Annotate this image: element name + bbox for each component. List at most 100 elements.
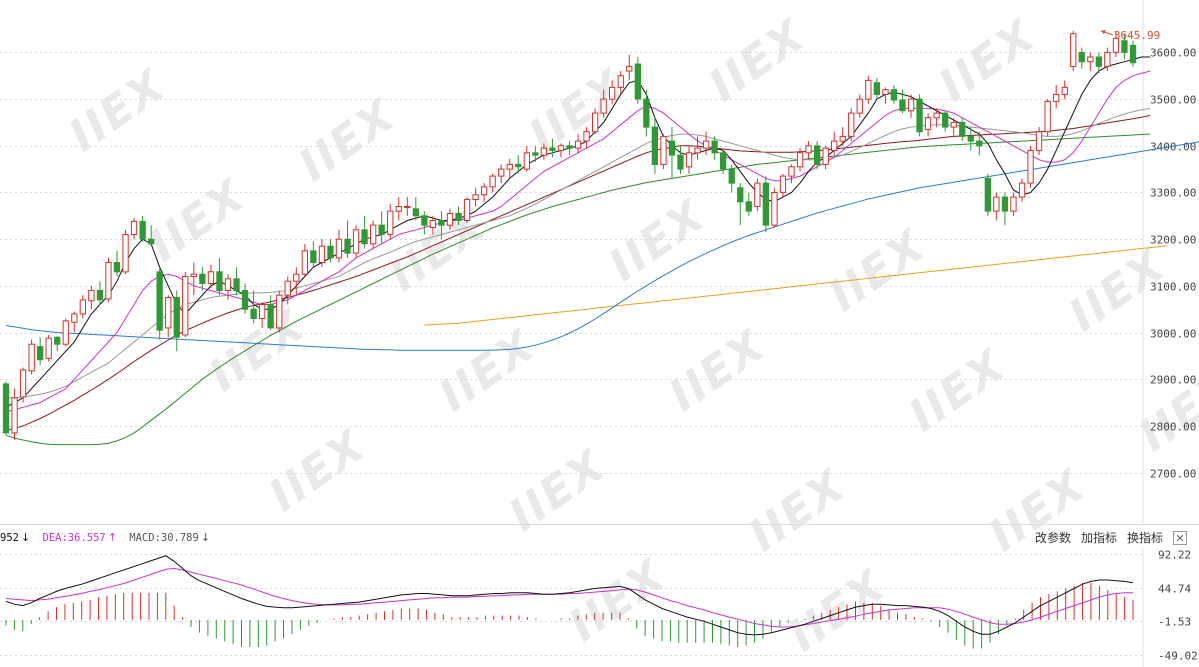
ma60-line xyxy=(5,133,1151,446)
candle-body xyxy=(771,192,778,226)
candle-body xyxy=(498,168,505,177)
candle-body xyxy=(626,65,633,72)
candle-body xyxy=(890,89,898,101)
candle-body xyxy=(540,147,548,156)
macd-y-tick-label: 92.22 xyxy=(1158,549,1191,562)
candlestick xyxy=(540,143,548,160)
candlestick xyxy=(344,220,351,258)
candlestick xyxy=(199,267,206,291)
candle-body xyxy=(182,276,189,336)
candlestick xyxy=(463,197,471,223)
candlestick xyxy=(45,334,52,362)
candle-body xyxy=(634,63,642,100)
candle-body xyxy=(352,229,360,254)
candlestick xyxy=(1001,192,1009,226)
candlestick xyxy=(361,215,368,249)
macd-indicator-bar: 952 ↓ DEA:36.557 ↑ MACD:30.789 ↓ xyxy=(0,529,212,547)
macd-y-tick-label: 44.74 xyxy=(1158,583,1191,596)
close-icon[interactable]: ✕ xyxy=(1173,531,1187,545)
candle-body xyxy=(865,79,872,100)
candle-body xyxy=(156,271,163,331)
candlestick xyxy=(139,215,146,242)
candlestick xyxy=(284,276,291,305)
candlestick xyxy=(1121,33,1128,60)
candlestick xyxy=(668,127,676,179)
candle-body xyxy=(1095,56,1102,67)
candle-body xyxy=(472,194,479,201)
candlestick xyxy=(779,173,787,198)
candlestick xyxy=(79,295,86,319)
candle-body xyxy=(446,213,454,226)
candlestick xyxy=(438,211,445,240)
candle-body xyxy=(122,234,129,273)
candlestick xyxy=(387,204,394,240)
candlestick xyxy=(11,388,18,440)
candlestick xyxy=(370,220,377,249)
candlestick xyxy=(378,211,385,244)
candle-body xyxy=(224,278,232,291)
candlestick xyxy=(515,155,522,174)
candlestick xyxy=(984,173,992,216)
macd-y-tick-label: -1.53 xyxy=(1158,616,1191,629)
candlestick xyxy=(805,141,812,160)
macd-chart[interactable]: 92.22 44.74 -1.53 -49.02 xyxy=(0,547,1199,667)
candle-body xyxy=(933,112,940,119)
high-annotation-arrowhead xyxy=(1100,29,1106,34)
dea-line xyxy=(5,567,1133,628)
candlestick xyxy=(88,285,95,310)
y-tick-label: 3000.00 xyxy=(1150,328,1196,341)
candlestick xyxy=(506,158,513,179)
candle-body xyxy=(668,140,676,156)
candlestick xyxy=(250,290,257,324)
candlestick xyxy=(62,318,69,347)
candlestick xyxy=(190,262,197,296)
candlestick xyxy=(1053,85,1060,109)
candlestick xyxy=(660,134,667,170)
candlestick xyxy=(156,267,163,340)
indicator-toolbar: 改参数 加指标 换指标 ✕ xyxy=(1035,529,1187,547)
candle-body xyxy=(293,273,300,282)
candle-body xyxy=(566,145,573,149)
candle-body xyxy=(779,175,787,193)
candlestick xyxy=(1104,47,1111,72)
candlestick xyxy=(720,150,727,174)
candlestick xyxy=(848,108,855,142)
high-annotation-label: 3645.99 xyxy=(1114,29,1160,42)
add-indicator-button[interactable]: 加指标 xyxy=(1080,531,1117,545)
candlestick xyxy=(1129,40,1137,67)
price-chart[interactable]: 3600.00 3500.00 3400.00 3300.00 3200.00 3100.… xyxy=(0,0,1199,525)
candle-body xyxy=(421,215,428,226)
candlestick xyxy=(677,145,684,174)
candle-body xyxy=(267,304,274,329)
candle-body xyxy=(463,199,471,221)
candlestick xyxy=(523,145,531,172)
candlestick xyxy=(600,89,607,118)
candle-body xyxy=(250,308,257,320)
edit-params-button[interactable]: 改参数 xyxy=(1034,531,1071,545)
ma250-line xyxy=(424,245,1168,326)
y-tick-label: 3400.00 xyxy=(1150,141,1196,154)
candle-body xyxy=(805,145,812,154)
candle-body xyxy=(190,273,197,278)
candle-body xyxy=(1061,86,1068,95)
candlestick xyxy=(498,164,505,184)
candlestick xyxy=(122,229,129,275)
candle-body xyxy=(310,250,317,264)
candlestick xyxy=(421,211,428,235)
candle-body xyxy=(831,140,838,151)
candlestick xyxy=(301,243,309,277)
switch-indicator-button[interactable]: 换指标 xyxy=(1126,531,1163,545)
candlestick xyxy=(216,257,223,296)
candlestick xyxy=(907,94,915,118)
candlestick xyxy=(267,295,274,331)
candlestick xyxy=(873,78,881,100)
y-tick-label: 3500.00 xyxy=(1150,94,1196,107)
candlestick xyxy=(1070,30,1077,72)
candlestick xyxy=(37,337,44,366)
candle-body xyxy=(207,271,215,284)
candle-body xyxy=(45,337,52,359)
candle-body xyxy=(899,99,906,112)
candlestick xyxy=(130,218,138,240)
candlestick xyxy=(327,239,334,263)
candlestick xyxy=(207,264,215,289)
